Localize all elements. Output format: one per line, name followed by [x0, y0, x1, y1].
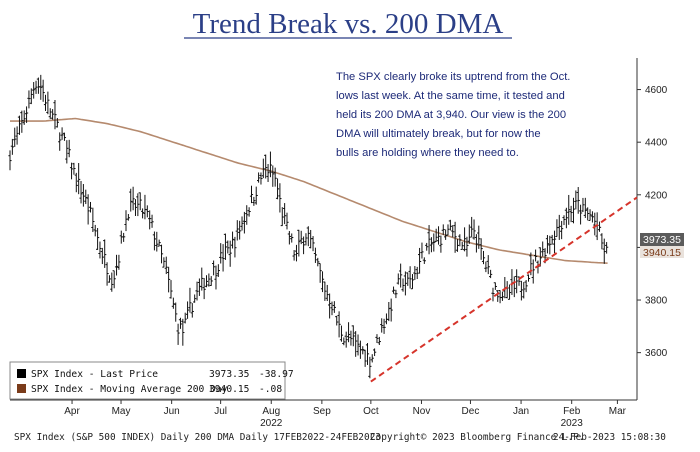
- y-tick-label: 4600: [645, 85, 668, 96]
- x-ticks: Apr May Jun Jul Aug Sep Oct Nov Dec Jan Feb Mar 2022…: [64, 400, 627, 429]
- y-tick-label: 3600: [645, 348, 668, 359]
- sma-layer: [10, 117, 608, 264]
- x-tick-label: Dec: [462, 406, 480, 417]
- uptrend-line: [370, 196, 638, 383]
- annotation-line: bulls are holding where they need to.: [336, 147, 519, 159]
- x-tick-label: Nov: [413, 406, 431, 417]
- footer-timestamp: 24-Feb-2023 15:08:30: [553, 432, 666, 443]
- x-tick-label: May: [112, 406, 131, 417]
- x-tick-label: Aug: [262, 406, 280, 417]
- x-tick-label: Oct: [363, 406, 379, 417]
- legend-label-price: SPX Index - Last Price: [31, 369, 158, 380]
- legend-change-price: -38.97: [259, 369, 294, 380]
- footer-source: SPX Index (S&P 500 INDEX) Daily 200 DMA …: [14, 432, 381, 443]
- price-tags: 3973.35 3940.15: [640, 233, 684, 259]
- sma-tag: 3940.15: [643, 247, 681, 259]
- price-layer: [8, 74, 609, 379]
- x-tick-label: Mar: [609, 406, 627, 417]
- x-tick-label: Feb: [563, 406, 581, 417]
- legend-box: [9, 361, 286, 400]
- plot-frame: [10, 58, 638, 401]
- y-tick-label: 4400: [645, 138, 668, 149]
- y-tick-label: 3800: [645, 296, 668, 307]
- legend-swatch-price: [17, 369, 26, 378]
- trend-layer: [370, 196, 638, 383]
- x-tick-label: Jan: [513, 406, 529, 417]
- chart-title: Trend Break vs. 200 DMA: [193, 8, 504, 40]
- legend-swatch-sma: [17, 384, 26, 393]
- annotation-line: DMA will ultimately break, but for now t…: [336, 128, 541, 140]
- x-tick-label: Jul: [214, 406, 227, 417]
- x-tick-label: Jun: [164, 406, 180, 417]
- last-price-tag: 3973.35: [643, 234, 681, 246]
- legend-value-sma: 3940.15: [209, 384, 249, 395]
- footer-copyright: Copyright© 2023 Bloomberg Finance L.P.: [370, 432, 584, 443]
- annotation-line: lows last week. At the same time, it tes…: [336, 90, 565, 102]
- annotation-box: The SPX clearly broke its uptrend from t…: [336, 71, 570, 159]
- year-label: 2022: [260, 418, 283, 429]
- sma-tag-bg: [640, 246, 684, 258]
- year-label: 2023: [561, 418, 584, 429]
- x-tick-label: Apr: [64, 406, 80, 417]
- legend-value-price: 3973.35: [209, 369, 249, 380]
- sma200-line: [10, 117, 608, 264]
- x-tick-label: Sep: [313, 406, 331, 417]
- last-price-tag-bg: [640, 233, 684, 246]
- annotation-line: The SPX clearly broke its uptrend from t…: [336, 71, 570, 83]
- footer: SPX Index (S&P 500 INDEX) Daily 200 DMA …: [14, 432, 666, 443]
- y-tick-label: 4200: [645, 190, 668, 201]
- legend-change-sma: -.08: [259, 384, 282, 395]
- legend-label-sma: SPX Index - Moving Average 200 Day: [31, 384, 228, 395]
- y-ticks: 360038004000420044004600: [637, 85, 668, 359]
- legend: SPX Index - Last Price 3973.35 -38.97 SP…: [9, 361, 294, 400]
- annotation-line: held its 200 DMA at 3,940. Our view is t…: [336, 109, 566, 121]
